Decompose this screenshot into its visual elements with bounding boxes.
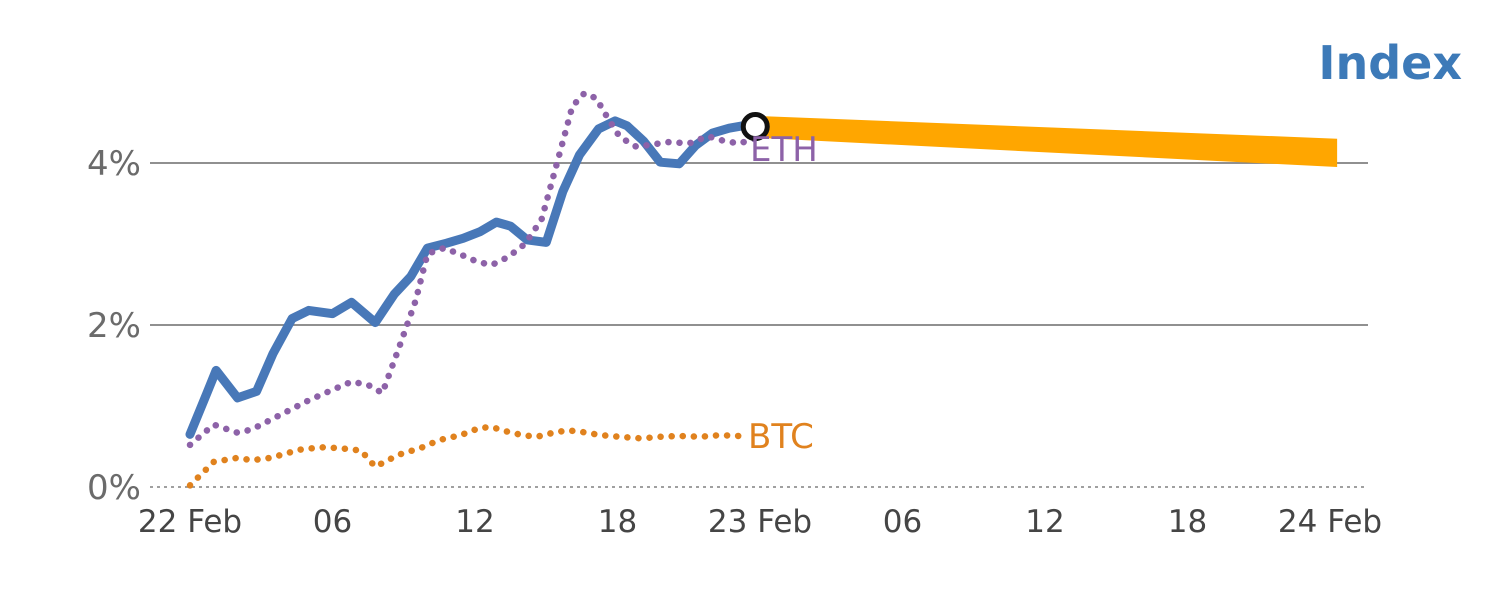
eth-line bbox=[186, 90, 759, 449]
y-tick-label: 2% bbox=[87, 306, 141, 346]
x-tick-label: 06 bbox=[313, 504, 352, 540]
current-value-marker bbox=[740, 112, 770, 142]
x-tick-label: 18 bbox=[598, 504, 637, 540]
x-tick-label: 24 Feb bbox=[1278, 504, 1382, 540]
x-tick-label: 23 Feb bbox=[708, 504, 812, 540]
btc-line bbox=[186, 423, 742, 489]
eth-series-label: ETH bbox=[750, 130, 818, 170]
x-tick-label: 12 bbox=[455, 504, 494, 540]
y-tick-label: 4% bbox=[87, 144, 141, 184]
index-forecast-band bbox=[760, 116, 1338, 168]
x-tick-label: 06 bbox=[883, 504, 922, 540]
btc-series-label: BTC bbox=[748, 417, 814, 457]
x-tick-label: 12 bbox=[1025, 504, 1064, 540]
y-tick-label: 0% bbox=[87, 468, 141, 508]
x-tick-label: 18 bbox=[1168, 504, 1207, 540]
chart-title: Index bbox=[1318, 36, 1462, 90]
index-line bbox=[185, 116, 760, 439]
x-tick-label: 22 Feb bbox=[138, 504, 242, 540]
